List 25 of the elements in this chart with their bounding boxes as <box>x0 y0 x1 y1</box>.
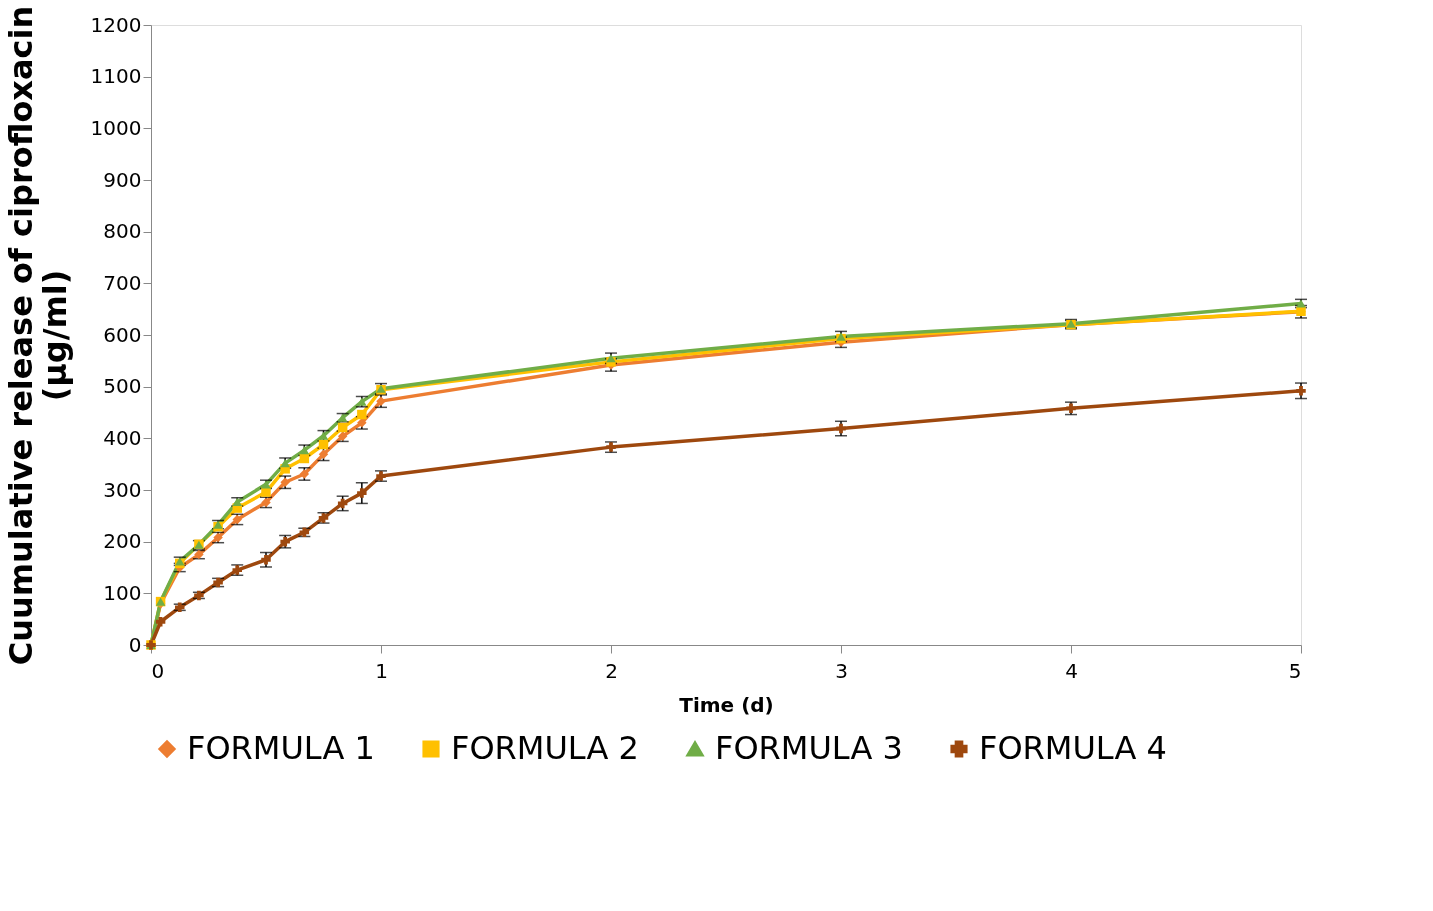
y-tick-label: 900 <box>103 167 142 192</box>
y-tick-label: 500 <box>103 374 142 399</box>
x-tick-label: 1 <box>375 658 388 683</box>
x-tick-label: 0 <box>151 658 165 683</box>
y-tick-label: 0 <box>128 632 142 657</box>
y-tick-label: 200 <box>103 529 142 554</box>
x-tick-label: 5 <box>1288 658 1302 683</box>
x-tick-label: 2 <box>605 658 618 683</box>
y-tick-label: 600 <box>103 322 142 347</box>
y-tick-label: 1000 <box>90 115 142 140</box>
legend-label: FORMULA 3 <box>715 729 903 767</box>
y-tick-label: 300 <box>103 477 142 502</box>
legend-label: FORMULA 1 <box>187 729 375 767</box>
y-tick-label: 700 <box>103 270 142 295</box>
x-axis-title: Time (d) <box>679 692 774 717</box>
y-tick-label: 100 <box>103 580 142 605</box>
y-tick-label: 1100 <box>90 64 142 89</box>
x-tick-label: 3 <box>835 658 848 683</box>
y-axis-title: Cuumulative release of ciprofloxacin (µg/ml) <box>1 5 74 666</box>
x-tick-label: 4 <box>1065 658 1078 683</box>
y-tick-label: 400 <box>103 425 142 450</box>
y-tick-label: 1200 <box>90 12 142 37</box>
legend-label: FORMULA 4 <box>979 729 1167 767</box>
legend-label: FORMULA 2 <box>451 729 639 767</box>
y-tick-label: 800 <box>103 219 142 244</box>
